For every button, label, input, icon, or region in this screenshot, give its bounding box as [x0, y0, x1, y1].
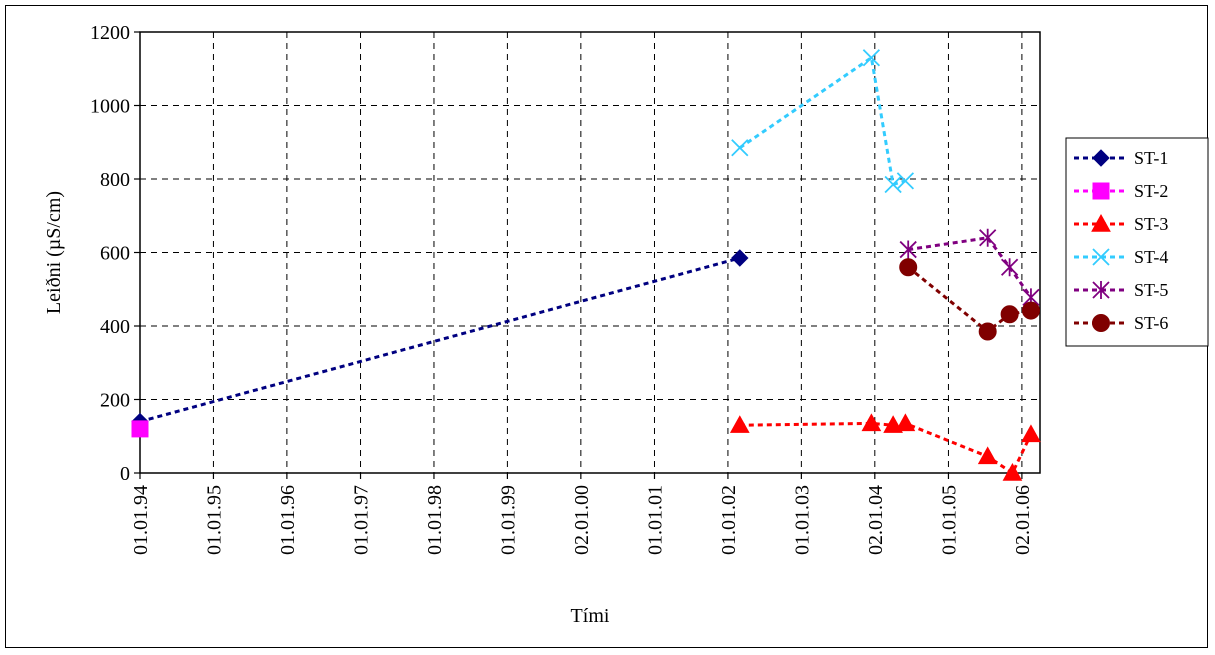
legend-label: ST-1	[1134, 148, 1168, 168]
legend-item: ST-2	[1074, 181, 1168, 201]
legend-label: ST-6	[1134, 313, 1168, 333]
legend-item: ST-4	[1074, 247, 1168, 267]
data-point	[1000, 258, 1019, 277]
legend-marker	[1092, 248, 1110, 266]
data-point	[731, 249, 749, 267]
x-tick-label: 01.01.01	[644, 485, 666, 555]
y-tick-label: 0	[120, 463, 130, 485]
legend-marker	[1092, 182, 1110, 200]
x-tick-label: 01.01.99	[497, 485, 519, 555]
data-point	[895, 413, 916, 432]
x-tick-label: 01.01.97	[351, 485, 373, 555]
series-st-4	[731, 49, 915, 194]
data-point	[1002, 462, 1023, 481]
series-st-3	[729, 413, 1041, 481]
y-tick-label: 1200	[90, 22, 130, 44]
x-tick-label: 01.01.96	[277, 485, 299, 555]
data-point	[731, 139, 749, 157]
legend-label: ST-3	[1134, 214, 1168, 234]
legend-marker	[1092, 281, 1110, 299]
x-tick-label: 01.01.95	[203, 485, 225, 555]
x-tick-label: 01.01.03	[791, 485, 813, 555]
data-point	[884, 175, 902, 194]
y-tick-label: 200	[100, 390, 130, 412]
legend-marker	[1092, 149, 1110, 167]
legend: ST-1 ST-2 ST-3 ST-4 ST-5 ST-6	[1065, 137, 1209, 347]
y-tick-label: 800	[100, 169, 130, 191]
legend-item: ST-6	[1074, 313, 1168, 333]
y-tick-label: 1000	[90, 96, 130, 118]
series-group	[131, 49, 1041, 481]
series-st-2	[131, 420, 149, 438]
legend-label: ST-2	[1134, 181, 1168, 201]
data-point	[899, 240, 917, 259]
data-point	[1000, 305, 1019, 324]
grid	[140, 32, 1040, 473]
y-axis: 0 200 400 600 800 1000 1200	[90, 22, 140, 485]
data-point	[978, 322, 997, 341]
x-tick-label: 02.01.04	[865, 485, 887, 555]
data-point	[899, 258, 918, 277]
legend-item: ST-5	[1074, 280, 1168, 300]
x-axis-title: Tími	[571, 605, 610, 627]
legend-item: ST-1	[1074, 148, 1168, 168]
data-point	[979, 228, 997, 247]
legend-box	[1065, 137, 1209, 347]
legend-label: ST-4	[1134, 247, 1168, 267]
y-tick-label: 600	[100, 243, 130, 265]
data-point	[862, 49, 881, 67]
series-st-1	[131, 249, 749, 431]
legend-label: ST-5	[1134, 280, 1168, 300]
legend-item: ST-3	[1074, 213, 1168, 234]
y-axis-title: Leiðni (µS/cm)	[43, 191, 65, 314]
x-tick-label: 01.01.02	[718, 485, 740, 555]
series-line	[907, 236, 1033, 299]
data-point	[861, 413, 882, 432]
data-point	[131, 420, 149, 438]
y-tick-label: 400	[100, 316, 130, 338]
x-tick-label: 02.01.00	[571, 485, 593, 555]
series-line	[738, 55, 906, 187]
data-point	[1021, 424, 1041, 443]
series-line	[139, 256, 741, 424]
legend-marker	[1092, 314, 1110, 332]
series-st-6	[899, 258, 1040, 341]
data-point	[896, 172, 915, 190]
x-axis: 01.01.94 01.01.95 01.01.96 01.01.97 01.01.98…	[130, 473, 1034, 555]
data-point	[1021, 301, 1040, 320]
x-tick-label: 01.01.05	[938, 485, 960, 555]
x-tick-label: 01.01.94	[130, 485, 152, 555]
series-st-5	[899, 228, 1040, 307]
x-tick-label: 02.01.06	[1012, 485, 1034, 555]
legend-marker	[1091, 213, 1111, 232]
x-tick-label: 01.01.98	[424, 485, 446, 555]
data-point	[977, 446, 998, 465]
data-point	[729, 415, 750, 433]
